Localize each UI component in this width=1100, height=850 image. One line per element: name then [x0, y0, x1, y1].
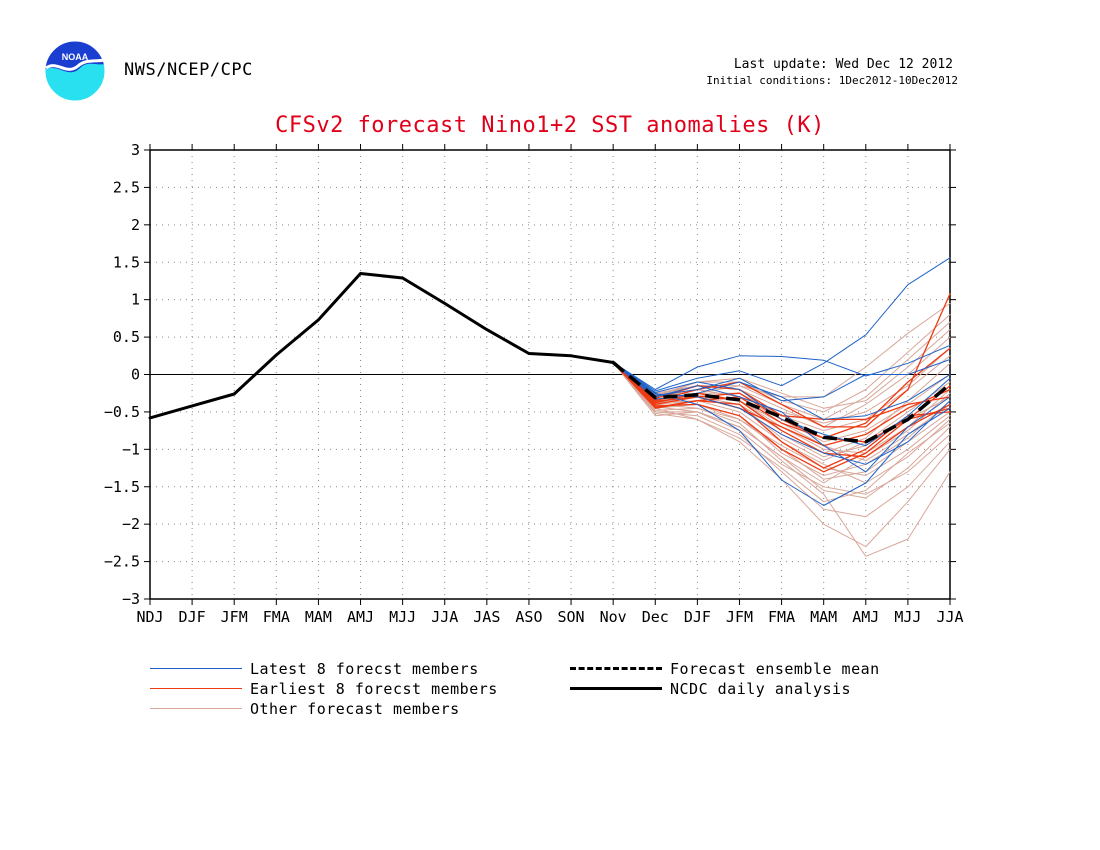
latest-member-line	[612, 257, 951, 392]
x-tick-label: Dec	[642, 608, 669, 626]
y-tick-label: −0.5	[104, 403, 140, 421]
x-tick-label: MAM	[810, 608, 837, 626]
chart-title: CFSv2 forecast Nino1+2 SST anomalies (K)	[275, 113, 825, 138]
x-tick-label: JAS	[473, 608, 500, 626]
org-label: NWS/NCEP/CPC	[124, 60, 253, 80]
earliest-member-line	[612, 361, 951, 447]
x-tick-label: FMA	[263, 608, 290, 626]
x-tick-label: ASO	[515, 608, 542, 626]
noaa-logo: NOAA	[44, 40, 106, 102]
y-tick-label: 0	[131, 366, 140, 384]
x-tick-label: DJF	[684, 608, 711, 626]
y-tick-label: 2	[131, 216, 140, 234]
other-member-line	[612, 329, 951, 409]
analysis-line	[148, 272, 615, 420]
logo-text: NOAA	[62, 52, 89, 62]
x-tick-label: MAM	[305, 608, 332, 626]
latest-member-line	[612, 362, 951, 473]
other-member-line	[612, 362, 951, 476]
ensemble-mean-line	[612, 361, 952, 444]
y-tick-label: 3	[131, 141, 140, 159]
x-tick-label: SON	[558, 608, 585, 626]
y-tick-label: −2.5	[104, 553, 140, 571]
x-tick-label: MJJ	[389, 608, 416, 626]
x-tick-label: AMJ	[347, 608, 374, 626]
y-tick-label: −2	[122, 515, 140, 533]
x-tick-label: JFM	[726, 608, 753, 626]
grid-layer	[150, 150, 950, 599]
y-tick-label: 1	[131, 291, 140, 309]
x-tick-label: Nov	[600, 608, 627, 626]
y-tick-label: 2.5	[113, 178, 140, 196]
x-tick-label: NDJ	[136, 608, 163, 626]
latest-member-line	[612, 344, 951, 390]
x-tick-label: JFM	[221, 608, 248, 626]
x-tick-label: JJA	[431, 608, 458, 626]
y-tick-label: 0.5	[113, 328, 140, 346]
x-tick-label: MJJ	[894, 608, 921, 626]
other-member-line	[612, 362, 951, 495]
earliest-member-line	[612, 361, 951, 421]
analysis-mean-layer	[148, 272, 952, 444]
x-tick-label: AMJ	[852, 608, 879, 626]
other-member-line	[612, 362, 951, 503]
x-tick-label: DJF	[179, 608, 206, 626]
x-tick-label: JJA	[936, 608, 963, 626]
initial-conditions: Initial conditions: 1Dec2012-10Dec2012	[706, 74, 958, 87]
other-member-line	[612, 362, 951, 484]
x-tick-label: FMA	[768, 608, 795, 626]
y-tick-label: −1.5	[104, 478, 140, 496]
other-member-line	[612, 362, 951, 557]
y-tick-label: 1.5	[113, 253, 140, 271]
y-tick-label: −3	[122, 590, 140, 608]
other-member-line	[612, 362, 951, 518]
y-tick-label: −1	[122, 440, 140, 458]
last-update: Last update: Wed Dec 12 2012	[733, 57, 953, 72]
